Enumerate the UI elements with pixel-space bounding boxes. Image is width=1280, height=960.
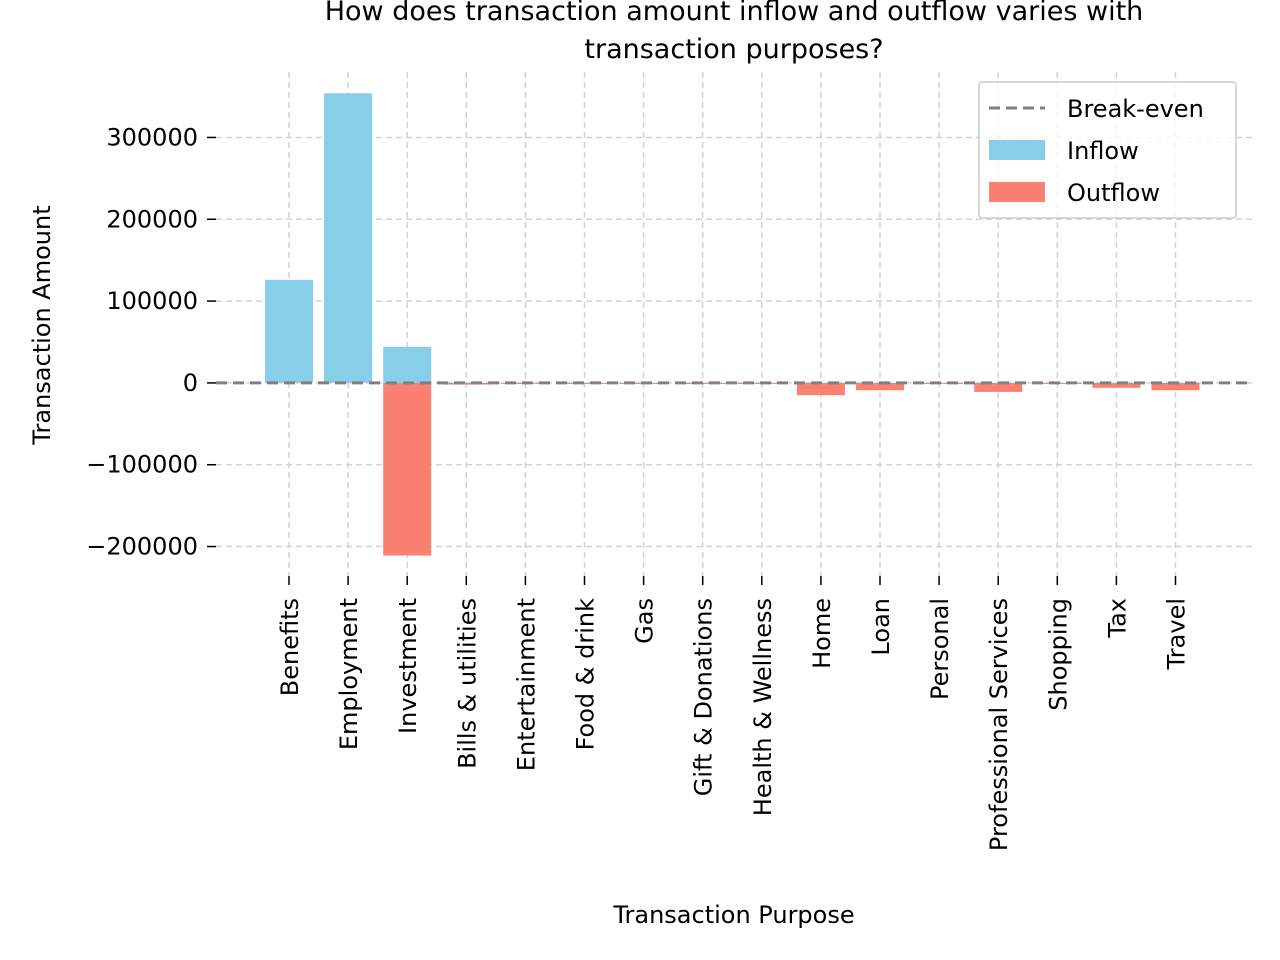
x-tick-label-bills-utilities: Bills & utilities: [453, 598, 481, 769]
y-tick-label: −200000: [86, 533, 198, 561]
legend-break-even-label: Break-even: [1067, 95, 1204, 123]
x-tick-label-professional-services: Professional Services: [985, 598, 1013, 851]
legend-inflow-swatch: [989, 140, 1045, 160]
x-tick-label-gift-donations: Gift & Donations: [690, 598, 718, 796]
y-tick-label: 200000: [106, 205, 198, 233]
inflow-bar-employment: [324, 93, 373, 383]
outflow-bar-investment: [383, 382, 432, 556]
x-tick-label-travel: Travel: [1163, 598, 1191, 670]
outflow-bar-travel: [1151, 382, 1200, 391]
x-tick-label-investment: Investment: [394, 598, 422, 734]
outflow-bar-home: [796, 382, 845, 396]
legend: Break-even Inflow Outflow: [978, 81, 1237, 219]
legend-outflow-label: Outflow: [1067, 179, 1160, 207]
x-tick-label-food-drink: Food & drink: [572, 598, 600, 751]
outflow-bar-bills-utilities: [442, 382, 491, 385]
legend-outflow-swatch: [989, 182, 1045, 202]
y-axis-ticks: −200000 −100000 0 100000 200000 300000: [86, 123, 216, 561]
chart-title-line-1: How does transaction amount inflow and o…: [325, 0, 1144, 27]
chart-title-line-2: transaction purposes?: [584, 34, 883, 65]
x-tick-label-personal: Personal: [926, 598, 954, 700]
bars: [265, 93, 1200, 556]
outflow-bar-tax: [1092, 382, 1141, 388]
y-tick-label: −100000: [86, 451, 198, 479]
outflow-bar-professional-services: [974, 382, 1023, 392]
x-tick-label-gas: Gas: [631, 598, 659, 644]
x-axis-ticks: Benefits Employment Investment Bills & util…: [276, 576, 1191, 851]
x-tick-label-tax: Tax: [1103, 598, 1131, 639]
x-tick-label-entertainment: Entertainment: [512, 598, 540, 771]
outflow-bar-food-drink: [560, 382, 609, 384]
y-tick-label: 300000: [106, 123, 198, 151]
x-tick-label-shopping: Shopping: [1044, 598, 1072, 711]
outflow-bar-loan: [856, 382, 904, 391]
y-tick-label: 100000: [106, 287, 198, 315]
y-tick-label: 0: [183, 369, 198, 397]
x-tick-label-benefits: Benefits: [276, 598, 304, 696]
inflow-bar-investment: [383, 346, 432, 383]
x-tick-label-home: Home: [808, 598, 836, 669]
x-tick-label-employment: Employment: [335, 598, 363, 750]
legend-inflow-label: Inflow: [1067, 137, 1139, 165]
x-axis-label: Transaction Purpose: [612, 901, 854, 929]
inflow-bar-benefits: [265, 279, 313, 383]
y-axis-label: Transaction Amount: [28, 205, 56, 445]
x-tick-label-health-wellness: Health & Wellness: [749, 598, 777, 816]
x-tick-label-loan: Loan: [867, 598, 895, 656]
